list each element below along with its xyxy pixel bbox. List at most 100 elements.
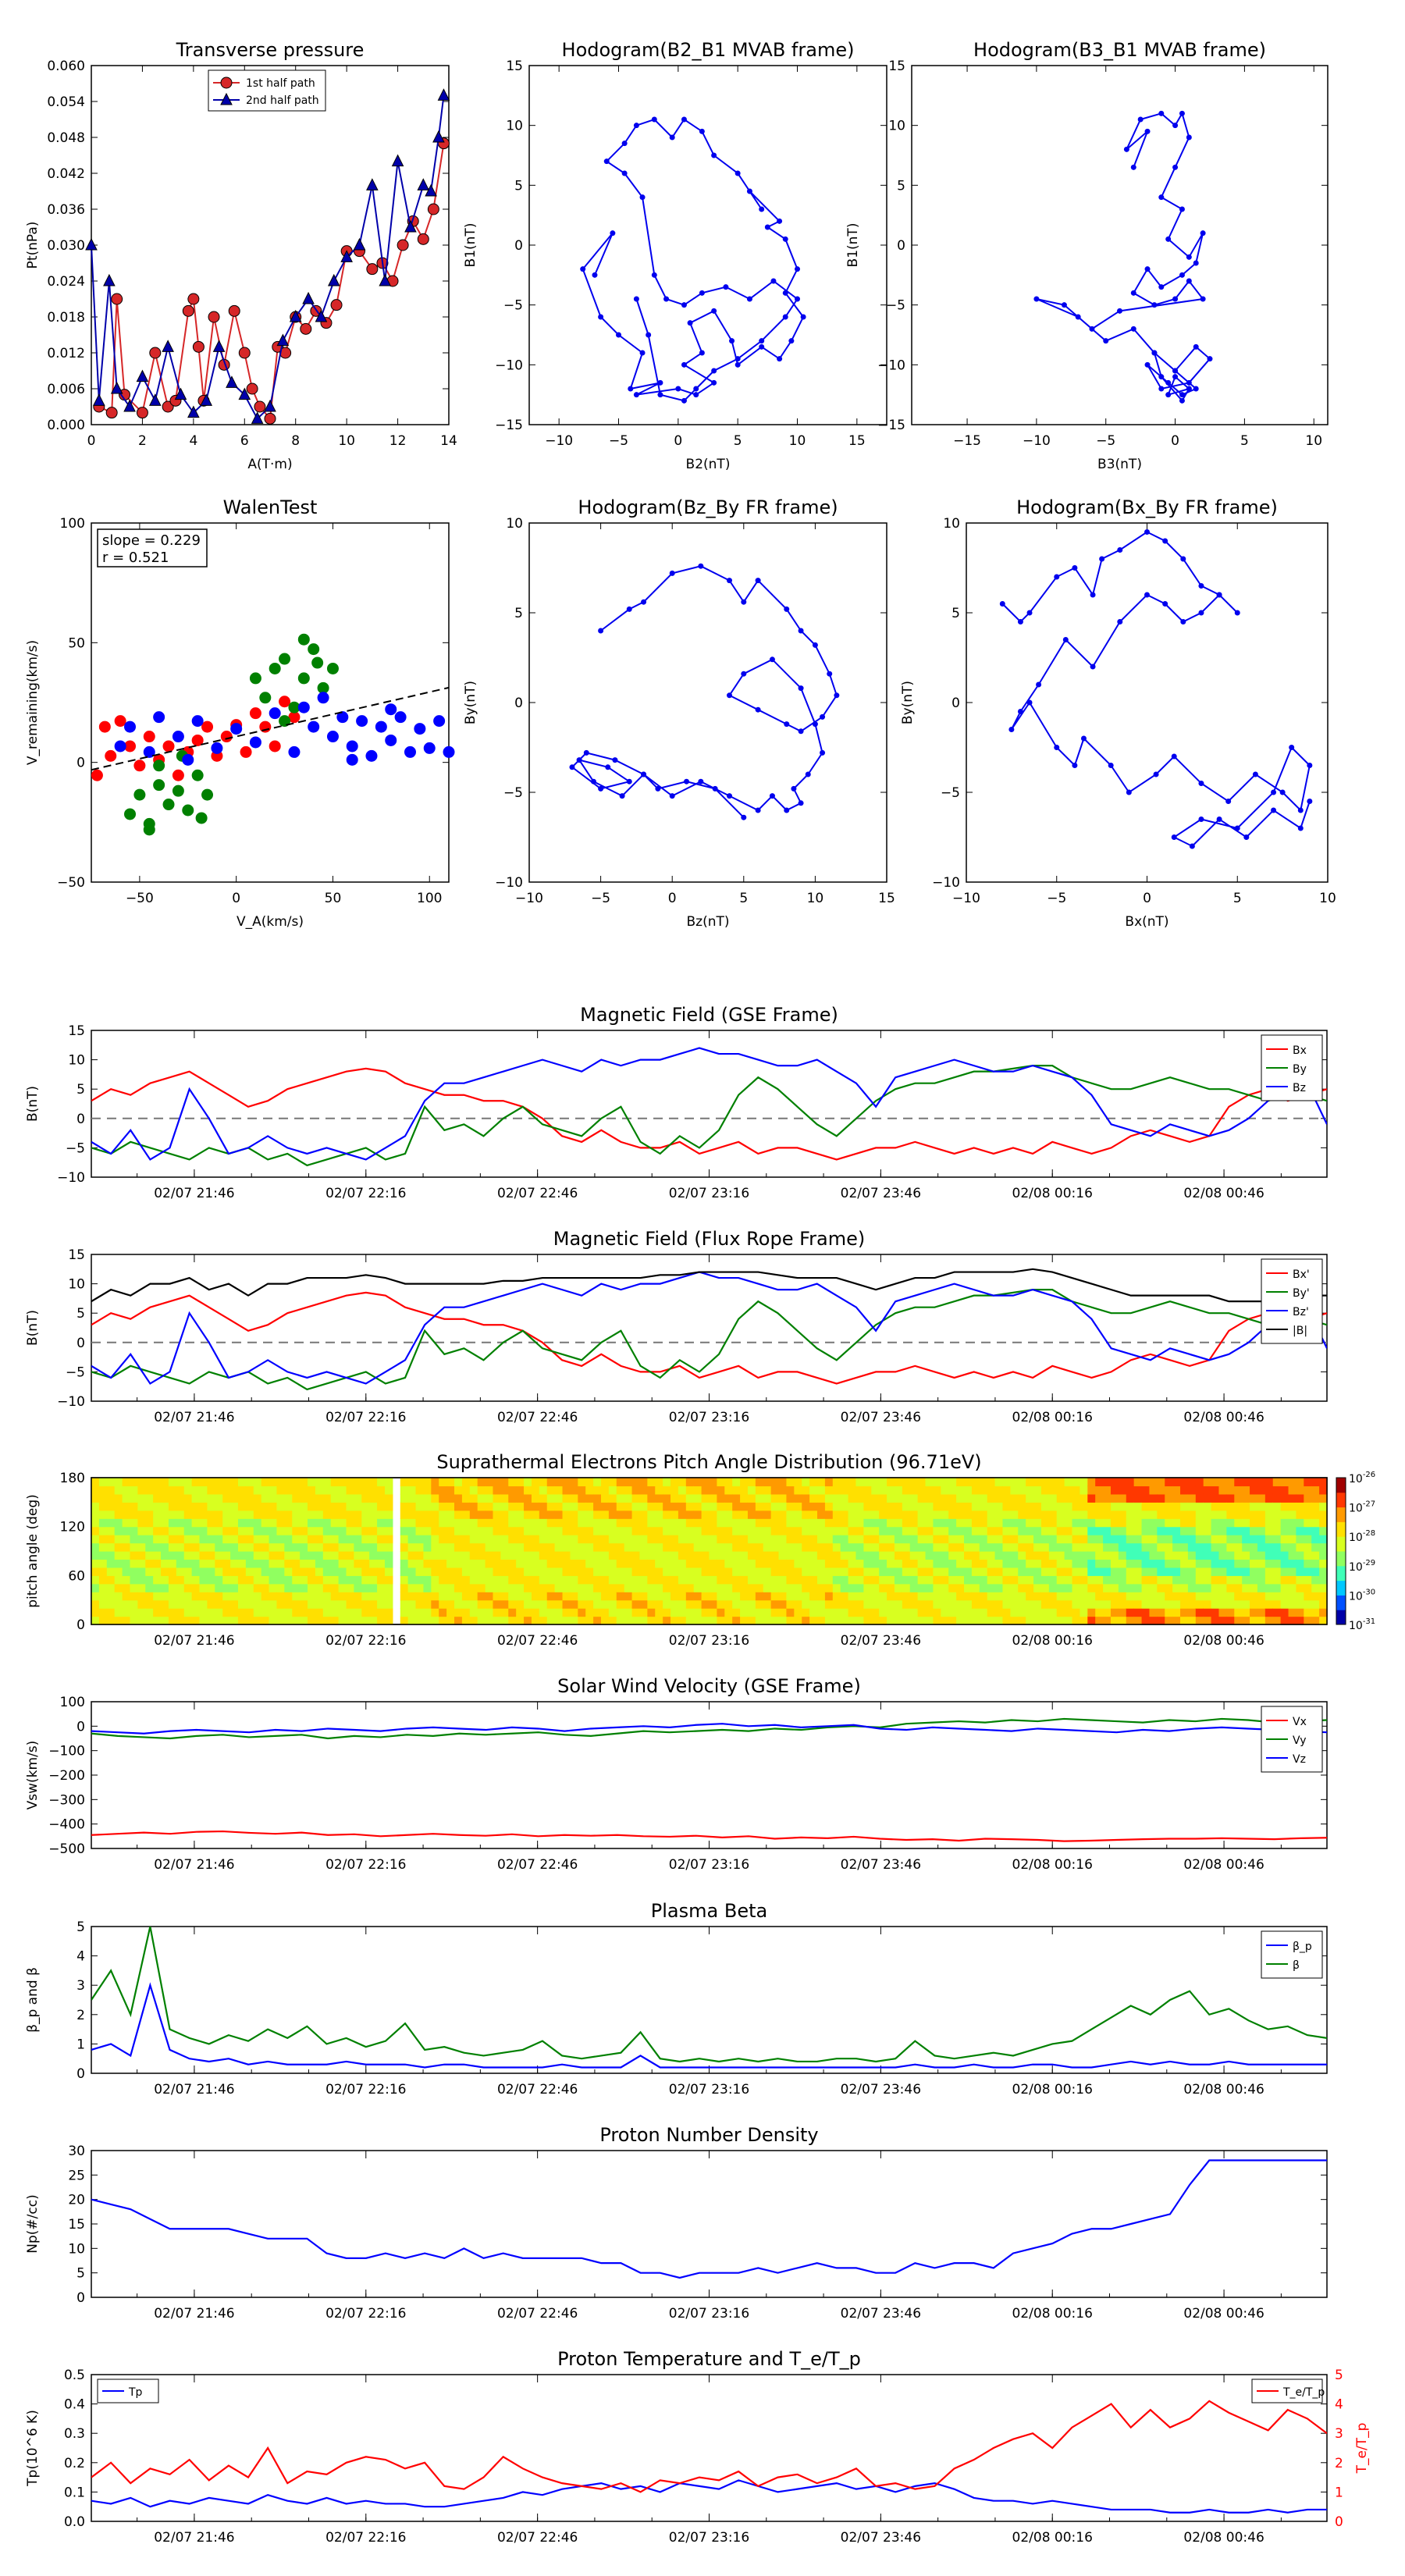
heatmap-cell <box>1195 1510 1204 1519</box>
heatmap-cell <box>1064 1535 1073 1544</box>
heatmap-cell <box>485 1592 494 1601</box>
heatmap-cell <box>663 1592 671 1601</box>
heatmap-cell <box>685 1526 695 1535</box>
heatmap-cell <box>554 1592 564 1601</box>
heatmap-cell <box>1203 1526 1212 1535</box>
heatmap-cell <box>578 1567 586 1576</box>
heatmap-cell <box>508 1535 517 1544</box>
heatmap-cell <box>199 1535 208 1544</box>
heatmap-cell <box>1211 1485 1220 1495</box>
heatmap-cell <box>508 1502 517 1511</box>
heatmap-cell <box>655 1526 663 1535</box>
heatmap-cell <box>624 1559 633 1568</box>
heatmap-cell <box>709 1599 717 1609</box>
heatmap-cell <box>145 1535 154 1544</box>
series-0 <box>580 116 806 404</box>
heatmap-cell <box>1103 1526 1112 1535</box>
heatmap-cell <box>161 1535 169 1544</box>
heatmap-cell <box>840 1535 849 1544</box>
heatmap-cell <box>199 1510 208 1519</box>
heatmap-cell <box>909 1510 919 1519</box>
data-point <box>633 296 639 302</box>
heatmap-cell <box>1141 1592 1151 1601</box>
heatmap-cell <box>755 1616 764 1625</box>
heatmap-cell <box>1056 1592 1065 1601</box>
heatmap-cell <box>824 1535 834 1544</box>
heatmap-cell <box>361 1518 370 1528</box>
heatmap-cell <box>237 1535 247 1544</box>
data-point <box>741 671 747 677</box>
heatmap-cell <box>98 1542 108 1552</box>
heatmap-cell <box>431 1608 439 1617</box>
y-tick-label: −5 <box>66 1364 85 1380</box>
heatmap-cell <box>963 1535 973 1544</box>
series-1 <box>85 88 450 424</box>
heatmap-cell <box>663 1567 671 1576</box>
heatmap-cell <box>439 1485 447 1495</box>
heatmap-cell <box>161 1493 169 1503</box>
heatmap-cell <box>863 1526 872 1535</box>
heatmap-cell <box>693 1551 702 1560</box>
heatmap-cell <box>1018 1510 1026 1519</box>
heatmap-cell <box>91 1485 100 1495</box>
heatmap-cell <box>578 1599 586 1609</box>
heatmap-cell <box>971 1542 980 1552</box>
data-point <box>124 720 137 733</box>
heatmap-cell <box>122 1599 131 1609</box>
heatmap-cell <box>562 1526 571 1535</box>
heatmap-cell <box>524 1510 532 1519</box>
heatmap-cell <box>948 1535 957 1544</box>
heatmap-cell <box>98 1518 108 1528</box>
heatmap-cell <box>956 1478 965 1487</box>
heatmap-cell <box>1080 1592 1088 1601</box>
heatmap-cell <box>531 1485 540 1495</box>
heatmap-cell <box>361 1567 370 1576</box>
heatmap-cell <box>1234 1551 1243 1560</box>
heatmap-cell <box>98 1493 108 1503</box>
legend-label: By <box>1293 1063 1307 1076</box>
y-tick-label: 5 <box>76 1082 85 1098</box>
heatmap-cell <box>709 1518 717 1528</box>
heatmap-cell <box>732 1575 741 1585</box>
heatmap-cell <box>887 1542 895 1552</box>
data-point <box>619 793 625 799</box>
heatmap-cell <box>1172 1535 1181 1544</box>
heatmap-cell <box>570 1616 578 1625</box>
heatmap-cell <box>338 1567 347 1576</box>
heatmap-cell <box>1226 1518 1235 1528</box>
heatmap-cell <box>631 1485 641 1495</box>
heatmap-cell <box>315 1478 324 1487</box>
heatmap-cell <box>585 1592 594 1601</box>
heatmap-cell <box>114 1567 123 1576</box>
heatmap-cell <box>122 1592 131 1601</box>
y-tick-label: −5 <box>886 298 905 314</box>
heatmap-cell <box>454 1502 463 1511</box>
heatmap-cell <box>1280 1502 1289 1511</box>
heatmap-cell <box>747 1493 756 1503</box>
heatmap-cell <box>809 1502 818 1511</box>
data-point <box>784 807 790 813</box>
heatmap-cell <box>1187 1575 1197 1585</box>
heatmap-cell <box>1126 1608 1135 1617</box>
heatmap-cell <box>1064 1485 1073 1495</box>
heatmap-cell <box>1095 1502 1104 1511</box>
heatmap-cell <box>330 1616 340 1625</box>
heatmap-cell <box>770 1478 780 1487</box>
data-point <box>1072 565 1078 571</box>
heatmap-cell <box>717 1575 725 1585</box>
heatmap-cell <box>987 1493 996 1503</box>
heatmap-cell <box>1272 1485 1282 1495</box>
heatmap-cell <box>778 1493 788 1503</box>
heatmap-cell <box>948 1575 957 1585</box>
heatmap-cell <box>1072 1510 1080 1519</box>
heatmap-cell <box>1018 1575 1026 1585</box>
data-point <box>172 785 184 797</box>
heatmap-cell <box>755 1535 764 1544</box>
heatmap-cell <box>230 1592 239 1601</box>
colorbar-segment <box>1336 1492 1346 1508</box>
heatmap-cell <box>631 1526 641 1535</box>
heatmap-cell <box>114 1502 123 1511</box>
heatmap-cell <box>631 1542 641 1552</box>
heatmap-cell <box>1048 1592 1058 1601</box>
heatmap-cell <box>994 1493 1004 1503</box>
